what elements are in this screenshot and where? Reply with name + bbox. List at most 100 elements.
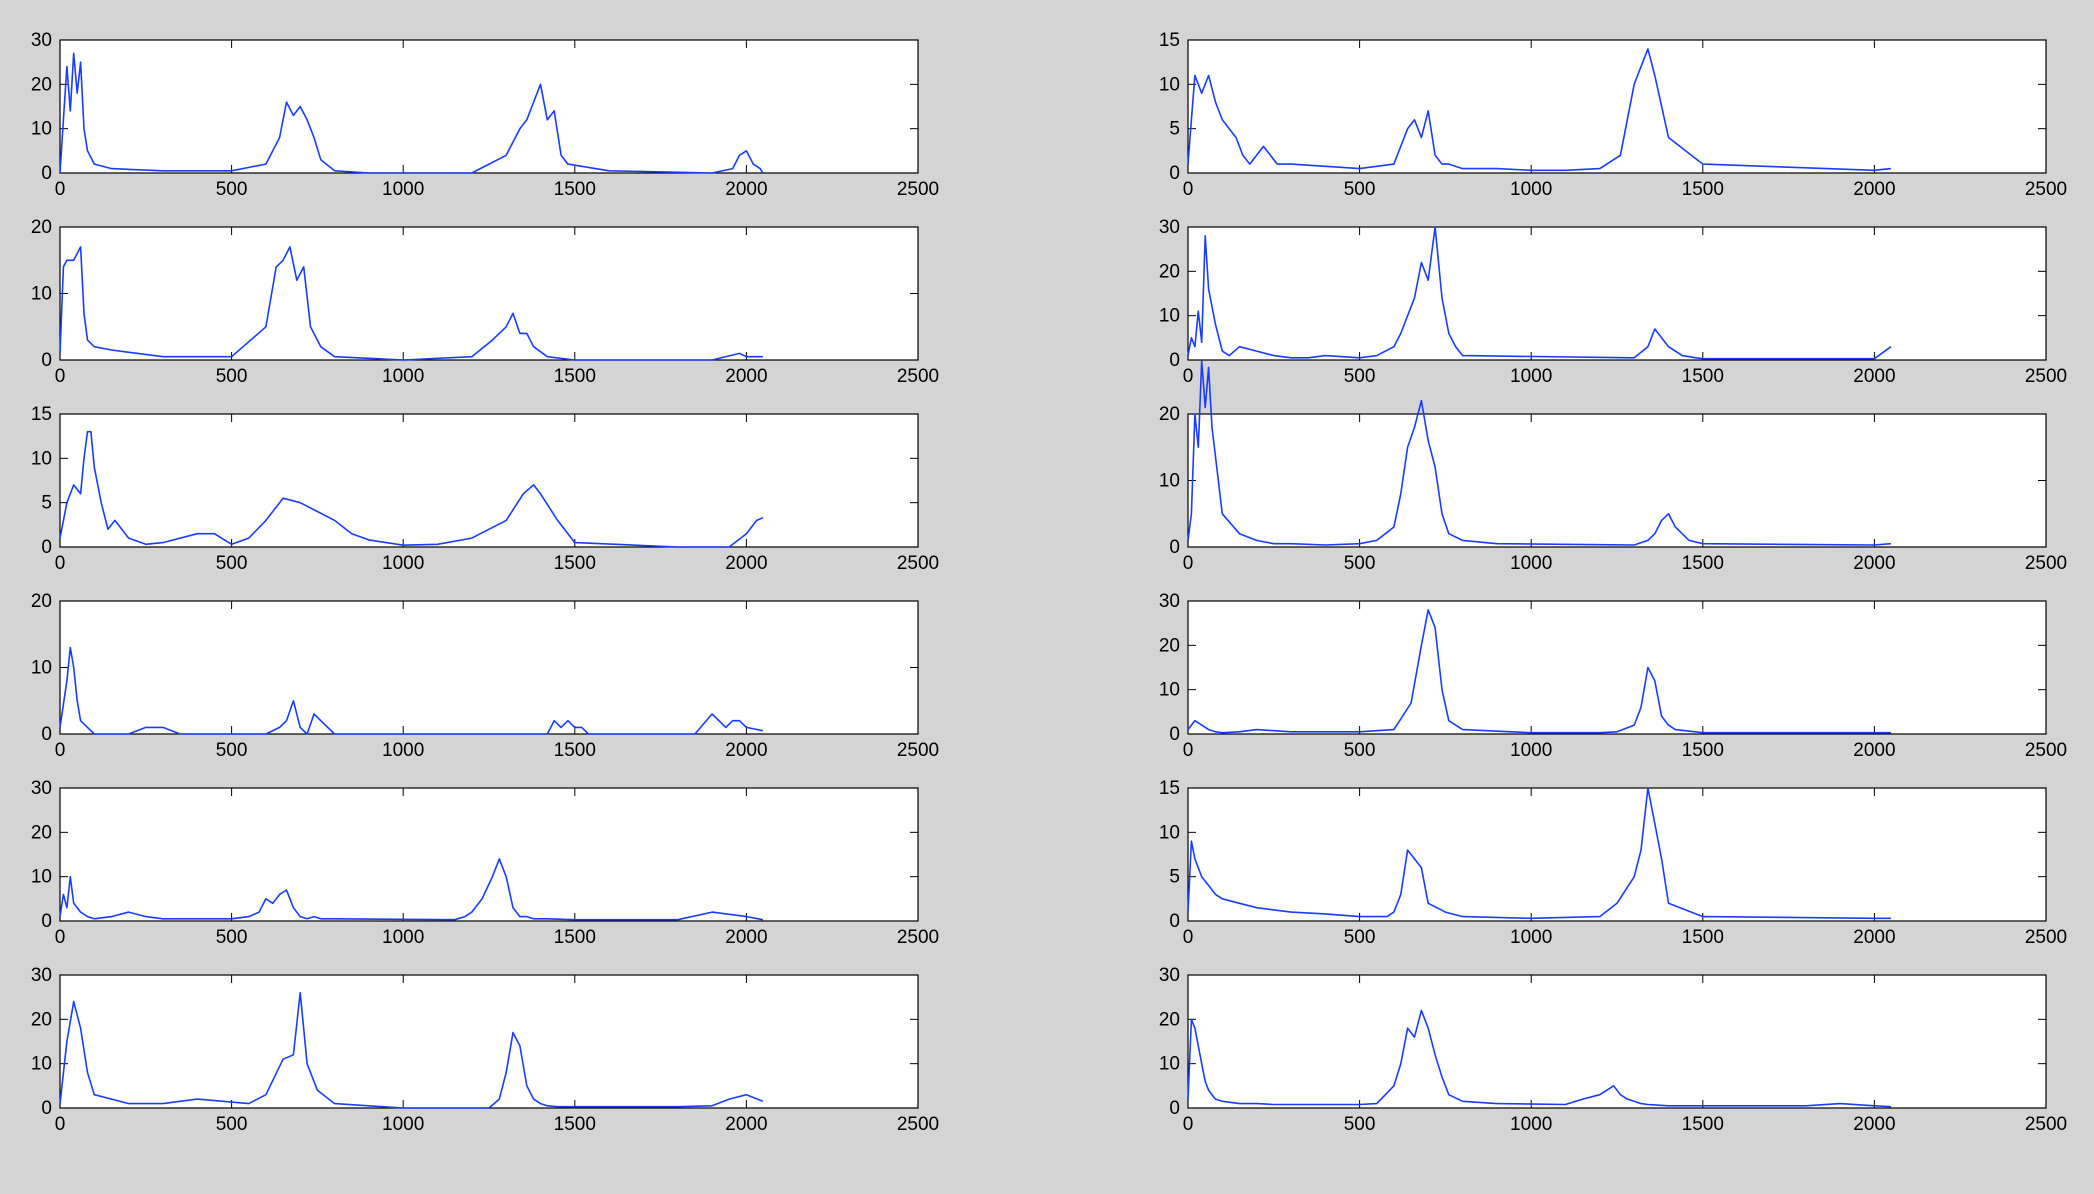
x-tick-label: 2500 xyxy=(2025,553,2067,574)
series-line xyxy=(59,646,764,735)
plot-area xyxy=(1187,39,2047,174)
subplot-8: 0 500 1000 1500 2000 2500 0 10 20 30 xyxy=(1159,217,2067,387)
plot-area xyxy=(1187,600,2047,735)
x-tick-label: 1500 xyxy=(554,740,596,761)
x-tick-label: 2500 xyxy=(897,179,939,200)
x-tick-label: 2500 xyxy=(897,1114,939,1135)
y-tick-label: 5 xyxy=(1169,867,1180,888)
y-tick-label: 10 xyxy=(31,1054,52,1075)
subplot-6: 0 500 1000 1500 2000 2500 0 10 20 30 xyxy=(31,965,939,1135)
y-tick-label: 20 xyxy=(31,217,52,238)
x-tick-label: 1000 xyxy=(382,553,424,574)
y-tick-label: 10 xyxy=(31,658,52,679)
x-tick-label: 1000 xyxy=(382,366,424,387)
subplot-11: 0 500 1000 1500 2000 2500 0 5 10 15 xyxy=(1159,778,2067,948)
x-tick-label: 0 xyxy=(55,740,66,761)
x-tick-label: 2000 xyxy=(1853,366,1895,387)
subplot-2: 0 500 1000 1500 2000 2500 0 10 20 xyxy=(31,217,939,387)
x-tick-label: 500 xyxy=(216,366,248,387)
x-tick-label: 1000 xyxy=(1510,553,1552,574)
y-tick-label: 5 xyxy=(1169,119,1180,140)
x-tick-label: 2000 xyxy=(725,740,767,761)
plot-area xyxy=(59,600,919,735)
subplot-7: 0 500 1000 1500 2000 2500 0 5 10 15 xyxy=(1159,30,2067,200)
x-tick-label: 1000 xyxy=(382,740,424,761)
x-tick-label: 0 xyxy=(55,366,66,387)
x-tick-label: 2000 xyxy=(1853,927,1895,948)
y-tick-label: 5 xyxy=(41,493,52,514)
series-line xyxy=(1187,226,1892,360)
y-tick-label: 20 xyxy=(31,74,52,95)
y-tick-label: 0 xyxy=(1169,724,1180,745)
plot-area xyxy=(1187,226,2047,361)
subplot-9: 0 500 1000 1500 2000 2500 0 10 20 xyxy=(1159,359,2067,574)
y-tick-label: 20 xyxy=(1159,1009,1180,1030)
x-tick-label: 0 xyxy=(55,553,66,574)
plot-area xyxy=(1187,974,2047,1109)
series-line xyxy=(1187,1009,1891,1108)
plot-area xyxy=(59,974,919,1109)
x-tick-label: 0 xyxy=(55,1114,66,1135)
series-line xyxy=(59,991,764,1109)
plot-area xyxy=(1187,787,2047,922)
y-tick-label: 0 xyxy=(1169,911,1180,932)
x-tick-label: 2000 xyxy=(1853,553,1895,574)
y-tick-label: 0 xyxy=(41,1098,52,1119)
x-tick-label: 1500 xyxy=(554,1114,596,1135)
x-tick-label: 2000 xyxy=(725,179,767,200)
x-tick-label: 500 xyxy=(1344,927,1376,948)
x-tick-label: 1500 xyxy=(554,553,596,574)
x-tick-label: 1000 xyxy=(382,179,424,200)
x-tick-label: 1500 xyxy=(1682,179,1724,200)
y-tick-label: 0 xyxy=(41,350,52,371)
x-tick-label: 2000 xyxy=(1853,740,1895,761)
series-line xyxy=(59,52,764,174)
y-tick-label: 0 xyxy=(1169,1098,1180,1119)
subplot-4: 0 500 1000 1500 2000 2500 0 10 20 xyxy=(31,591,939,761)
x-tick-label: 0 xyxy=(55,179,66,200)
x-tick-label: 1000 xyxy=(1510,740,1552,761)
subplot-3: 0 500 1000 1500 2000 2500 0 5 10 15 xyxy=(31,404,939,574)
x-tick-label: 2000 xyxy=(1853,1114,1895,1135)
x-tick-label: 0 xyxy=(1183,740,1194,761)
y-tick-label: 0 xyxy=(41,724,52,745)
x-tick-label: 1500 xyxy=(554,927,596,948)
y-tick-label: 20 xyxy=(1159,404,1180,425)
plot-area xyxy=(1187,413,2047,548)
x-tick-label: 500 xyxy=(1344,553,1376,574)
series-line xyxy=(59,246,763,361)
x-tick-label: 500 xyxy=(216,1114,248,1135)
x-tick-label: 2500 xyxy=(897,740,939,761)
y-tick-label: 10 xyxy=(31,448,52,469)
y-tick-label: 20 xyxy=(31,591,52,612)
x-tick-label: 2500 xyxy=(897,553,939,574)
y-tick-label: 10 xyxy=(1159,74,1180,95)
y-tick-label: 10 xyxy=(31,119,52,140)
x-tick-label: 500 xyxy=(216,179,248,200)
y-tick-label: 0 xyxy=(41,163,52,184)
plot-area xyxy=(59,39,919,174)
x-tick-label: 2000 xyxy=(1853,179,1895,200)
x-tick-label: 1500 xyxy=(1682,553,1724,574)
x-tick-label: 1000 xyxy=(1510,927,1552,948)
x-tick-label: 1500 xyxy=(1682,1114,1724,1135)
x-tick-label: 500 xyxy=(1344,366,1376,387)
y-tick-label: 10 xyxy=(1159,822,1180,843)
series-line xyxy=(1187,359,1891,546)
x-tick-label: 2000 xyxy=(725,1114,767,1135)
subplot-10: 0 500 1000 1500 2000 2500 0 10 20 30 xyxy=(1159,591,2067,761)
y-tick-label: 20 xyxy=(31,1009,52,1030)
x-tick-label: 500 xyxy=(1344,740,1376,761)
x-tick-label: 2000 xyxy=(725,366,767,387)
y-tick-label: 10 xyxy=(31,867,52,888)
x-tick-label: 1500 xyxy=(554,179,596,200)
series-line xyxy=(59,858,764,921)
x-tick-label: 2500 xyxy=(897,366,939,387)
x-tick-label: 0 xyxy=(1183,553,1194,574)
x-tick-label: 2500 xyxy=(897,927,939,948)
subplot-5: 0 500 1000 1500 2000 2500 0 10 20 30 xyxy=(31,778,939,948)
x-tick-label: 2500 xyxy=(2025,366,2067,387)
plot-area xyxy=(59,413,919,548)
y-tick-label: 30 xyxy=(31,30,52,51)
x-tick-label: 0 xyxy=(1183,179,1194,200)
